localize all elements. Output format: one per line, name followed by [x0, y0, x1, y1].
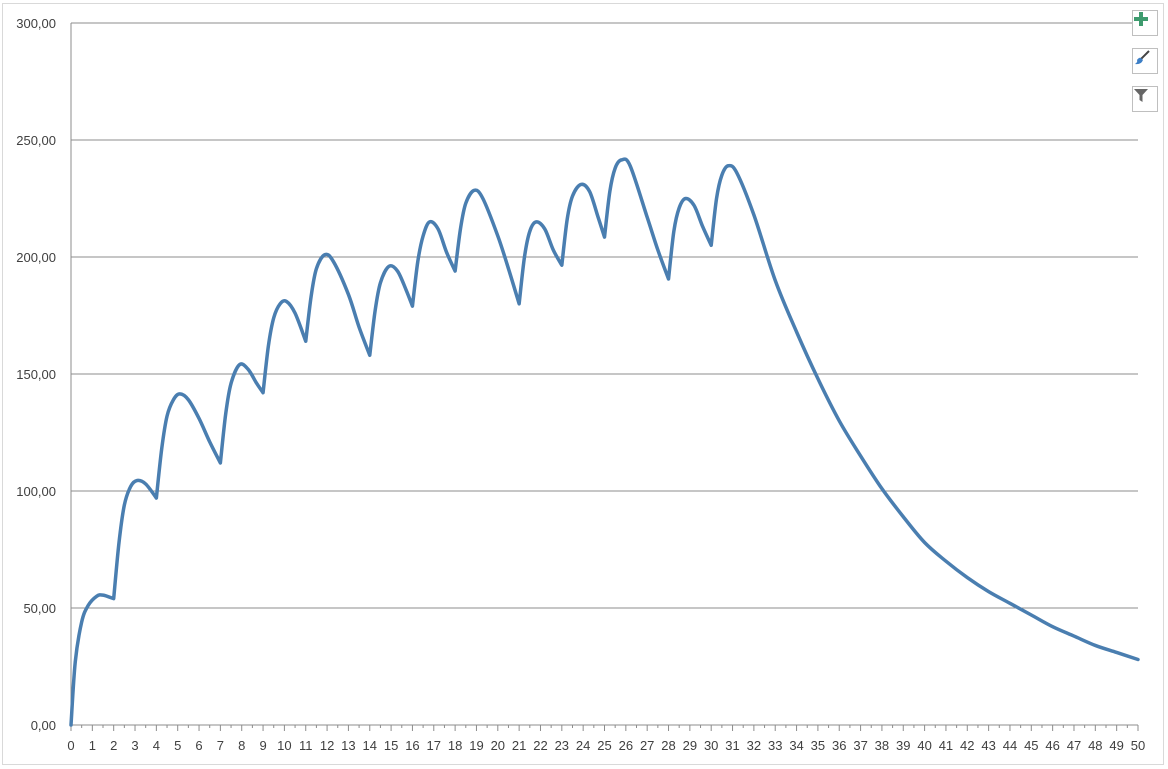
- y-tick-label: 250,00: [16, 133, 56, 148]
- x-tick-label: 9: [259, 738, 266, 753]
- x-tick-label: 0: [67, 738, 74, 753]
- x-tick-label: 5: [174, 738, 181, 753]
- x-axis: 0 1 2 3 4 5 6 7 8 9 10 11 12 13 14 15 16 17 18 19 20 21 22 23 24…: [67, 23, 1145, 753]
- x-tick-label: 13: [341, 738, 355, 753]
- x-tick-label: 27: [640, 738, 654, 753]
- x-tick-label: 28: [661, 738, 675, 753]
- x-tick-label: 7: [217, 738, 224, 753]
- y-axis-labels: 0,00 50,00 100,00 150,00 200,00 250,00 300,00: [16, 16, 56, 733]
- chart-styles-button[interactable]: [1132, 48, 1158, 74]
- chart-area[interactable]: [2, 3, 1164, 765]
- x-tick-label: 37: [853, 738, 867, 753]
- x-tick-label: 38: [875, 738, 889, 753]
- x-tick-label: 21: [512, 738, 526, 753]
- x-tick-label: 20: [491, 738, 505, 753]
- x-tick-label: 26: [619, 738, 633, 753]
- x-tick-label: 47: [1067, 738, 1081, 753]
- chart-elements-button[interactable]: [1132, 10, 1158, 36]
- chart-filters-button[interactable]: [1132, 86, 1158, 112]
- x-tick-label: 33: [768, 738, 782, 753]
- x-tick-label: 39: [896, 738, 910, 753]
- x-tick-label: 18: [448, 738, 462, 753]
- x-tick-label: 10: [277, 738, 291, 753]
- x-tick-label: 29: [683, 738, 697, 753]
- x-tick-label: 31: [725, 738, 739, 753]
- x-tick-label: 19: [469, 738, 483, 753]
- x-tick-label: 22: [533, 738, 547, 753]
- x-tick-label: 8: [238, 738, 245, 753]
- x-tick-label: 2: [110, 738, 117, 753]
- x-tick-label: 43: [981, 738, 995, 753]
- y-tick-label: 200,00: [16, 250, 56, 265]
- x-tick-label: 50: [1131, 738, 1145, 753]
- x-tick-label: 16: [405, 738, 419, 753]
- series: [69, 157, 1140, 727]
- x-tick-label: 48: [1088, 738, 1102, 753]
- series-line: [69, 157, 1140, 727]
- x-tick-label: 23: [555, 738, 569, 753]
- x-tick-label: 45: [1024, 738, 1038, 753]
- x-tick-label: 24: [576, 738, 590, 753]
- x-tick-label: 17: [427, 738, 441, 753]
- x-tick-label: 44: [1003, 738, 1017, 753]
- filter-icon: [1134, 89, 1148, 102]
- x-tick-label: 15: [384, 738, 398, 753]
- x-tick-label: 14: [363, 738, 377, 753]
- plus-icon: [1134, 12, 1148, 26]
- gridlines: [71, 22, 1138, 609]
- y-tick-label: 50,00: [23, 601, 56, 616]
- x-tick-label: 6: [195, 738, 202, 753]
- x-tick-label: 36: [832, 738, 846, 753]
- x-tick-label: 32: [747, 738, 761, 753]
- x-tick-label: 12: [320, 738, 334, 753]
- y-tick-label: 100,00: [16, 484, 56, 499]
- x-tick-label: 11: [299, 738, 313, 753]
- y-tick-label: 0,00: [31, 718, 56, 733]
- x-tick-label: 40: [917, 738, 931, 753]
- x-tick-label: 1: [89, 738, 96, 753]
- y-tick-label: 150,00: [16, 367, 56, 382]
- x-tick-label: 46: [1045, 738, 1059, 753]
- x-tick-label: 4: [153, 738, 160, 753]
- x-tick-label: 3: [131, 738, 138, 753]
- brush-icon: [1135, 50, 1150, 65]
- x-tick-label: 42: [960, 738, 974, 753]
- x-tick-label: 25: [597, 738, 611, 753]
- x-tick-label: 30: [704, 738, 718, 753]
- x-tick-label: 34: [789, 738, 803, 753]
- y-tick-label: 300,00: [16, 16, 56, 31]
- x-tick-label: 49: [1109, 738, 1123, 753]
- x-tick-label: 41: [939, 738, 953, 753]
- x-tick-label: 35: [811, 738, 825, 753]
